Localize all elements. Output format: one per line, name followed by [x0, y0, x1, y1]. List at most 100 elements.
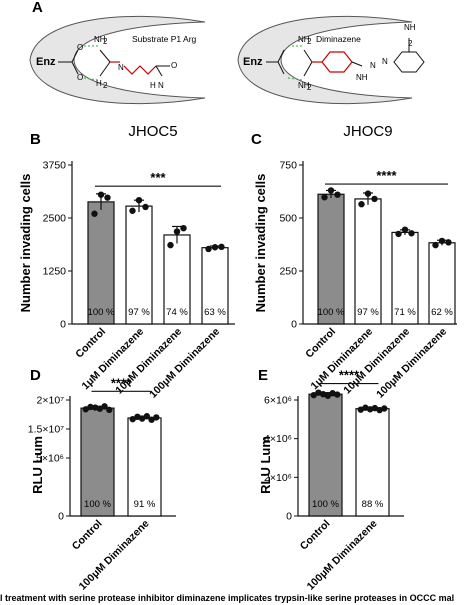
atom-n: N: [382, 57, 388, 66]
y-axis-label: Number invading cells: [253, 174, 268, 313]
chart-rlu-d: D RLU Lum 0 5×10⁶ 1.5×10⁷ 2×10⁷ 100 % Control…: [28, 367, 176, 593]
atom-n: N: [370, 61, 376, 70]
y-tick-label: 0: [58, 511, 64, 523]
atom-nh: NH: [356, 73, 368, 82]
atom-subscript: 2: [103, 37, 108, 46]
percent-label: 62 %: [431, 307, 453, 318]
bond: [277, 61, 285, 75]
significance-label: ****: [376, 168, 397, 183]
bond: [71, 49, 79, 63]
y-tick-label: 0: [291, 319, 297, 331]
x-tick-label: Control: [70, 518, 105, 553]
data-point: [371, 195, 378, 203]
data-point: [364, 190, 372, 197]
panel-c-label: C: [251, 131, 262, 148]
chart-title: JHOC5: [128, 123, 177, 140]
data-point: [142, 203, 149, 211]
figure-caption: l treatment with serine protease inhibit…: [0, 593, 454, 603]
significance-label: ****: [111, 375, 132, 390]
y-tick-label: 0: [286, 511, 292, 523]
y-tick-label: 2×10⁷: [37, 395, 65, 407]
chart-jhoc5: B JHOC5 Number invading cells 0 1250 2500 3…: [18, 123, 235, 401]
bar-2: [127, 417, 162, 517]
x-tick-label: 10μM Diminazene: [341, 326, 412, 397]
data-point: [408, 230, 415, 237]
benzene-ring: [393, 51, 425, 73]
atom-nh: NH: [298, 35, 310, 44]
y-tick-label: 4×10⁶: [264, 433, 292, 445]
atom-subscript: 2: [307, 37, 312, 46]
percent-label: 97 %: [357, 307, 379, 318]
bar-3: [391, 231, 419, 325]
percent-label: 88 %: [362, 499, 384, 510]
data-point: [153, 414, 160, 421]
data-point: [167, 241, 174, 249]
data-point: [445, 239, 452, 246]
bond: [303, 61, 313, 77]
atom-nh: NH: [94, 35, 106, 44]
data-point: [438, 237, 446, 245]
percent-label: 100 %: [318, 307, 345, 318]
data-point: [432, 241, 439, 249]
bar-1: [87, 201, 115, 325]
atom-h: H: [150, 81, 156, 90]
atom-h: H: [96, 79, 102, 88]
atom-n: N: [158, 81, 164, 90]
panel-a-label: A: [32, 0, 43, 16]
bond: [351, 61, 363, 67]
data-point: [395, 230, 402, 238]
data-point: [310, 391, 317, 399]
data-point: [321, 194, 328, 201]
percent-label: 100 %: [84, 499, 111, 510]
panel-e-label: E: [258, 367, 268, 384]
y-tick-label: 1250: [43, 266, 67, 278]
data-point: [129, 207, 136, 214]
percent-label: 100 %: [88, 307, 115, 318]
atom-subscript: 2: [408, 39, 413, 48]
data-point: [180, 224, 187, 232]
data-point: [173, 228, 181, 235]
substrate-title: Substrate P1 Arg: [132, 34, 197, 44]
x-tick-label: Control: [298, 518, 333, 553]
data-point: [205, 245, 212, 253]
y-tick-label: 1.5×10⁷: [28, 424, 64, 436]
data-point: [104, 194, 111, 201]
panel-a: A Enz O O NH 2 N H 2 O: [29, 0, 425, 105]
bond: [155, 65, 163, 77]
bond: [99, 49, 111, 63]
bar-4: [428, 242, 456, 325]
bar-3: [163, 234, 191, 325]
bar-1: [317, 193, 345, 325]
panel-d-label: D: [30, 367, 41, 384]
data-point: [334, 391, 341, 398]
y-tick-label: 2500: [43, 213, 67, 225]
percent-label: 91 %: [134, 499, 156, 510]
y-tick-label: 0: [60, 319, 66, 331]
data-point: [324, 392, 332, 399]
x-tick-label: Control: [303, 326, 338, 361]
y-tick-label: 3750: [43, 160, 67, 172]
chart-title: JHOC9: [343, 123, 392, 140]
y-tick-label: 750: [279, 160, 297, 172]
atom-subscript: 2: [307, 83, 312, 92]
enzyme-pocket-right: [237, 15, 413, 105]
enzyme-label-right: Enz: [243, 56, 263, 68]
atom-o: O: [77, 43, 83, 52]
data-point: [218, 243, 225, 251]
enzyme-pocket-left: [29, 15, 206, 105]
atom-o: O: [77, 73, 83, 82]
data-point: [334, 191, 341, 198]
enzyme-label-left: Enz: [36, 56, 56, 68]
data-point: [211, 244, 219, 251]
y-axis-label: RLU Lum: [258, 436, 273, 494]
chart-rlu-e: E RLU Lum 0 2×10⁶ 4×10⁶ 6×10⁶ 100 % Control 88…: [258, 367, 404, 593]
bar-2: [354, 198, 382, 325]
x-tick-label: Control: [73, 326, 108, 361]
atom-subscript: 2: [103, 81, 108, 90]
bond: [303, 49, 313, 63]
y-axis-label: Number invading cells: [18, 174, 33, 313]
data-point: [358, 201, 365, 208]
y-tick-label: 2×10⁶: [264, 472, 292, 484]
x-tick-label: 100μM Diminazene: [147, 326, 222, 401]
